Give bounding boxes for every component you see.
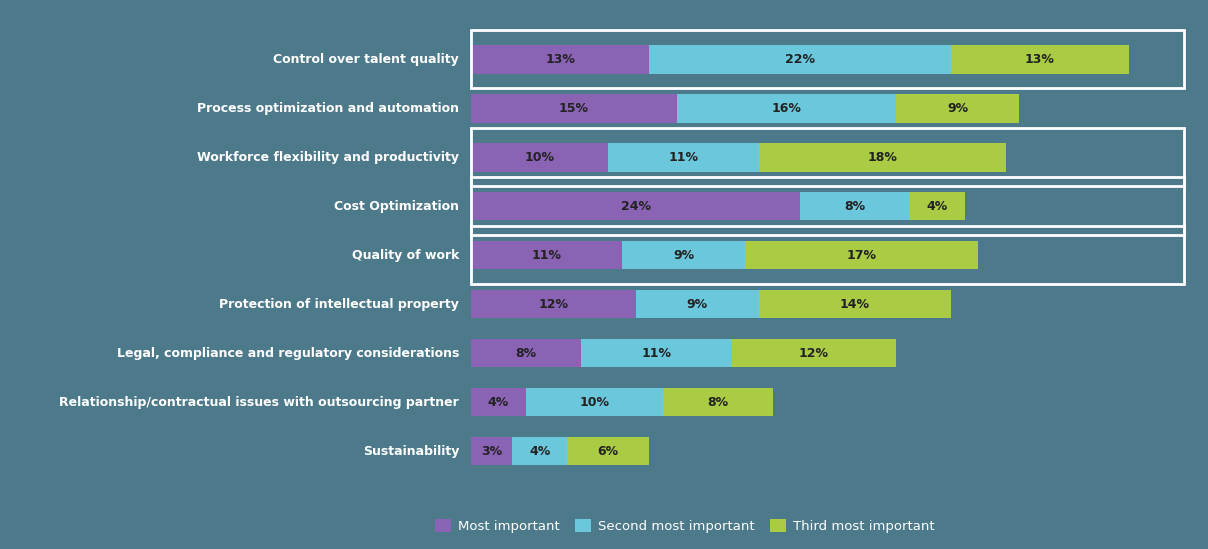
Bar [608, 143, 759, 171]
Bar [635, 290, 759, 318]
Text: 22%: 22% [785, 53, 815, 66]
Bar [471, 226, 1184, 284]
Bar [676, 94, 896, 122]
Bar [471, 388, 525, 417]
Bar [581, 339, 732, 367]
Text: Relationship/contractual issues with outsourcing partner: Relationship/contractual issues with out… [59, 396, 459, 409]
Text: 4%: 4% [927, 200, 948, 213]
Text: 9%: 9% [673, 249, 695, 262]
Text: Legal, compliance and regulatory considerations: Legal, compliance and regulatory conside… [117, 347, 459, 360]
Text: 4%: 4% [488, 396, 509, 409]
Bar [951, 45, 1129, 74]
Bar [622, 241, 745, 270]
Bar [525, 388, 663, 417]
Text: 17%: 17% [847, 249, 877, 262]
Text: Cost Optimization: Cost Optimization [335, 200, 459, 213]
Text: 18%: 18% [867, 151, 898, 164]
Text: 11%: 11% [668, 151, 698, 164]
Bar [471, 192, 800, 221]
Bar [471, 143, 608, 171]
Bar [800, 192, 910, 221]
Text: 14%: 14% [840, 298, 870, 311]
Text: 10%: 10% [580, 396, 610, 409]
Bar [910, 192, 964, 221]
Legend: Most important, Second most important, Third most important: Most important, Second most important, T… [429, 513, 941, 540]
Text: 24%: 24% [621, 200, 651, 213]
Text: 10%: 10% [524, 151, 554, 164]
Text: 13%: 13% [545, 53, 575, 66]
Text: 13%: 13% [1024, 53, 1055, 66]
Bar [471, 339, 581, 367]
Bar [471, 437, 512, 466]
Text: Quality of work: Quality of work [352, 249, 459, 262]
Bar [650, 45, 951, 74]
Text: 6%: 6% [598, 445, 618, 458]
Bar [512, 437, 567, 466]
Text: 11%: 11% [641, 347, 672, 360]
Bar [759, 143, 1005, 171]
Text: Control over talent quality: Control over talent quality [273, 53, 459, 66]
Text: 4%: 4% [529, 445, 551, 458]
Text: Protection of intellectual property: Protection of intellectual property [219, 298, 459, 311]
Bar [745, 241, 978, 270]
Text: 8%: 8% [844, 200, 865, 213]
Text: 16%: 16% [772, 102, 801, 115]
Text: 8%: 8% [707, 396, 728, 409]
Text: 12%: 12% [798, 347, 829, 360]
Bar [732, 339, 896, 367]
Bar [896, 94, 1020, 122]
Text: Process optimization and automation: Process optimization and automation [197, 102, 459, 115]
Text: 12%: 12% [539, 298, 568, 311]
Text: 8%: 8% [516, 347, 536, 360]
Text: Workforce flexibility and productivity: Workforce flexibility and productivity [197, 151, 459, 164]
Bar [471, 30, 1184, 88]
Bar [759, 290, 951, 318]
Text: 15%: 15% [559, 102, 590, 115]
Text: 9%: 9% [947, 102, 969, 115]
Bar [663, 388, 773, 417]
Text: Sustainability: Sustainability [362, 445, 459, 458]
Bar [471, 290, 635, 318]
Bar [471, 94, 676, 122]
Text: 9%: 9% [686, 298, 708, 311]
Text: 11%: 11% [532, 249, 562, 262]
Bar [471, 241, 622, 270]
Bar [471, 128, 1184, 186]
Text: 3%: 3% [481, 445, 503, 458]
Bar [471, 177, 1184, 235]
Bar [567, 437, 650, 466]
Bar [471, 45, 650, 74]
